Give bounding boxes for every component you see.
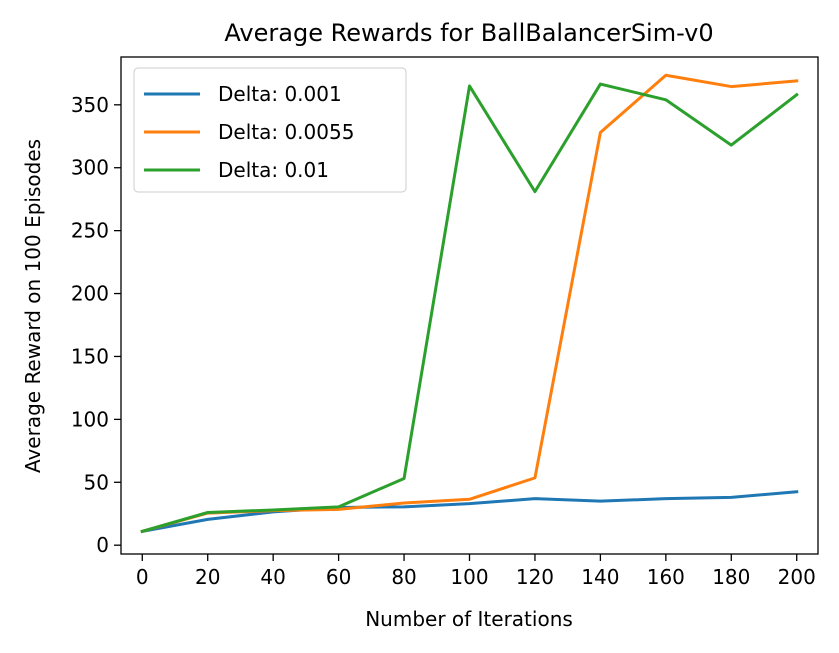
x-tick-label: 200 — [778, 565, 816, 589]
x-axis-label: Number of Iterations — [365, 607, 573, 631]
x-tick-label: 120 — [516, 565, 554, 589]
x-tick-label: 80 — [391, 565, 416, 589]
legend-box — [133, 67, 407, 193]
x-axis-ticks: 0 20 40 60 80 100 120 140 160 180 200 — [136, 554, 816, 589]
x-tick-label: 140 — [581, 565, 619, 589]
series-line-0 — [140, 490, 799, 534]
legend: Delta: 0.001 Delta: 0.0055 Delta: 0.01 — [133, 67, 407, 193]
x-tick-label: 160 — [647, 565, 685, 589]
x-tick-label: 180 — [712, 565, 750, 589]
x-tick-label: 60 — [326, 565, 351, 589]
chart-title: Average Rewards for BallBalancerSim-v0 — [224, 19, 713, 47]
y-tick-label: 50 — [84, 470, 109, 494]
y-axis-label: Average Reward on 100 Episodes — [21, 139, 45, 473]
legend-label-2: Delta: 0.01 — [218, 158, 329, 182]
x-tick-label: 0 — [136, 565, 149, 589]
y-tick-label: 350 — [71, 93, 109, 117]
y-tick-label: 150 — [71, 344, 109, 368]
legend-label-1: Delta: 0.0055 — [218, 120, 354, 144]
y-tick-label: 200 — [71, 282, 109, 306]
y-tick-label: 100 — [71, 407, 109, 431]
legend-label-0: Delta: 0.001 — [218, 82, 342, 106]
x-tick-label: 100 — [450, 565, 488, 589]
plot-lines — [140, 73, 799, 534]
x-tick-label: 20 — [195, 565, 220, 589]
y-tick-label: 0 — [96, 533, 109, 557]
y-axis-ticks: 0 50 100 150 200 250 300 350 — [71, 93, 121, 557]
series-line-2 — [140, 82, 799, 534]
y-tick-label: 300 — [71, 156, 109, 180]
y-tick-label: 250 — [71, 219, 109, 243]
plot-area-frame — [120, 56, 819, 555]
x-tick-label: 40 — [260, 565, 285, 589]
